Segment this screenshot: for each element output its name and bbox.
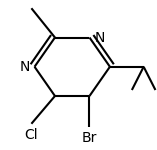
Text: N: N [94, 30, 105, 45]
Text: N: N [19, 60, 30, 74]
Text: Br: Br [82, 131, 97, 145]
Text: Cl: Cl [24, 128, 37, 142]
